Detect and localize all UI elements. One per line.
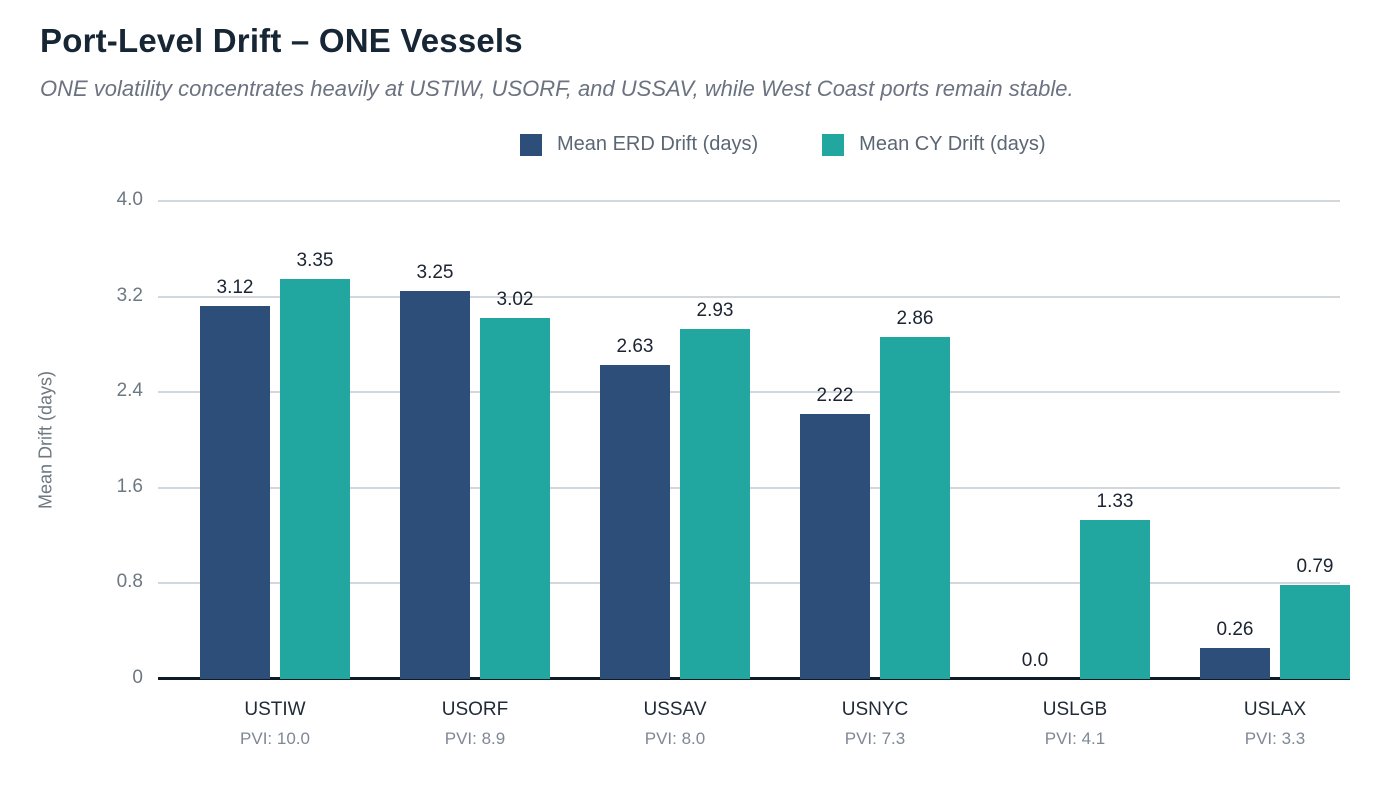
bar-value-label: 0.79 — [1296, 556, 1334, 577]
x-category-label-usorf: USORF — [441, 699, 509, 720]
legend-swatch-cy-icon — [822, 133, 845, 156]
legend-swatch-erd-icon — [520, 133, 542, 156]
x-category-sublabel-pvi: PVI: 3.3 — [1244, 729, 1306, 748]
bar-erd-uslax — [1200, 648, 1270, 679]
page-subtitle: ONE volatility concentrates heavily at U… — [40, 76, 1074, 101]
gridline — [158, 200, 1340, 202]
x-category-label-ustiw: USTIW — [244, 699, 306, 720]
x-category-label-uslgb: USLGB — [1042, 699, 1108, 720]
legend-item-cy[interactable]: Mean CY Drift (days) — [822, 133, 1046, 156]
bar-cy-usnyc — [880, 337, 950, 679]
y-tick-label: 4.0 — [116, 189, 143, 210]
y-tick-label: 1.6 — [116, 475, 143, 497]
bar-value-label: 2.63 — [616, 336, 654, 357]
page-title: Port-Level Drift – ONE Vessels — [40, 22, 523, 59]
bar-value-label: 3.25 — [416, 262, 454, 283]
x-category-label-ussav: USSAV — [643, 699, 707, 720]
bar-value-label: 3.35 — [296, 250, 334, 271]
legend-item-erd[interactable]: Mean ERD Drift (days) — [520, 133, 758, 156]
y-tick-label: 3.2 — [116, 284, 143, 306]
bar-cy-ustiw — [280, 279, 350, 679]
bar-value-label: 2.22 — [816, 385, 854, 406]
bar-value-label: 1.33 — [1096, 491, 1134, 512]
bar-cy-usorf — [480, 318, 550, 679]
x-category-sublabel-pvi: PVI: 4.1 — [1044, 729, 1106, 748]
bar-value-label: 2.93 — [696, 300, 734, 321]
x-category-sublabel-pvi: PVI: 8.9 — [444, 729, 506, 748]
x-category-sublabel-pvi: PVI: 10.0 — [240, 729, 310, 748]
bar-erd-ustiw — [200, 306, 270, 679]
x-category-label-uslax: USLAX — [1243, 699, 1307, 720]
bar-value-label: 3.12 — [216, 277, 254, 298]
bar-cy-uslgb — [1080, 520, 1150, 679]
legend: Mean ERD Drift (days) Mean CY Drift (day… — [520, 133, 1046, 156]
bar-value-label: 2.86 — [896, 308, 934, 329]
y-tick-label: 2.4 — [116, 380, 143, 402]
y-tick-label: 0 — [132, 667, 143, 688]
legend-label-cy: Mean CY Drift (days) — [859, 133, 1046, 155]
y-axis-title: Mean Drift (days) — [35, 370, 56, 510]
bar-value-label: 0.0 — [1021, 650, 1049, 671]
bar-cy-ussav — [680, 329, 750, 679]
bar-erd-usnyc — [800, 414, 870, 679]
bar-cy-uslax — [1280, 585, 1350, 679]
gridline — [158, 295, 1340, 298]
y-tick-label: 0.8 — [116, 571, 143, 593]
x-axis-line — [158, 677, 1350, 680]
bar-value-label: 3.02 — [496, 289, 534, 310]
bar-erd-usorf — [400, 291, 470, 679]
bar-value-label: 0.26 — [1216, 619, 1254, 640]
x-category-sublabel-pvi: PVI: 8.0 — [644, 729, 706, 748]
x-category-label-usnyc: USNYC — [841, 699, 909, 720]
legend-label-erd: Mean ERD Drift (days) — [557, 133, 759, 155]
x-category-sublabel-pvi: PVI: 7.3 — [844, 729, 906, 748]
bar-erd-ussav — [600, 365, 670, 679]
